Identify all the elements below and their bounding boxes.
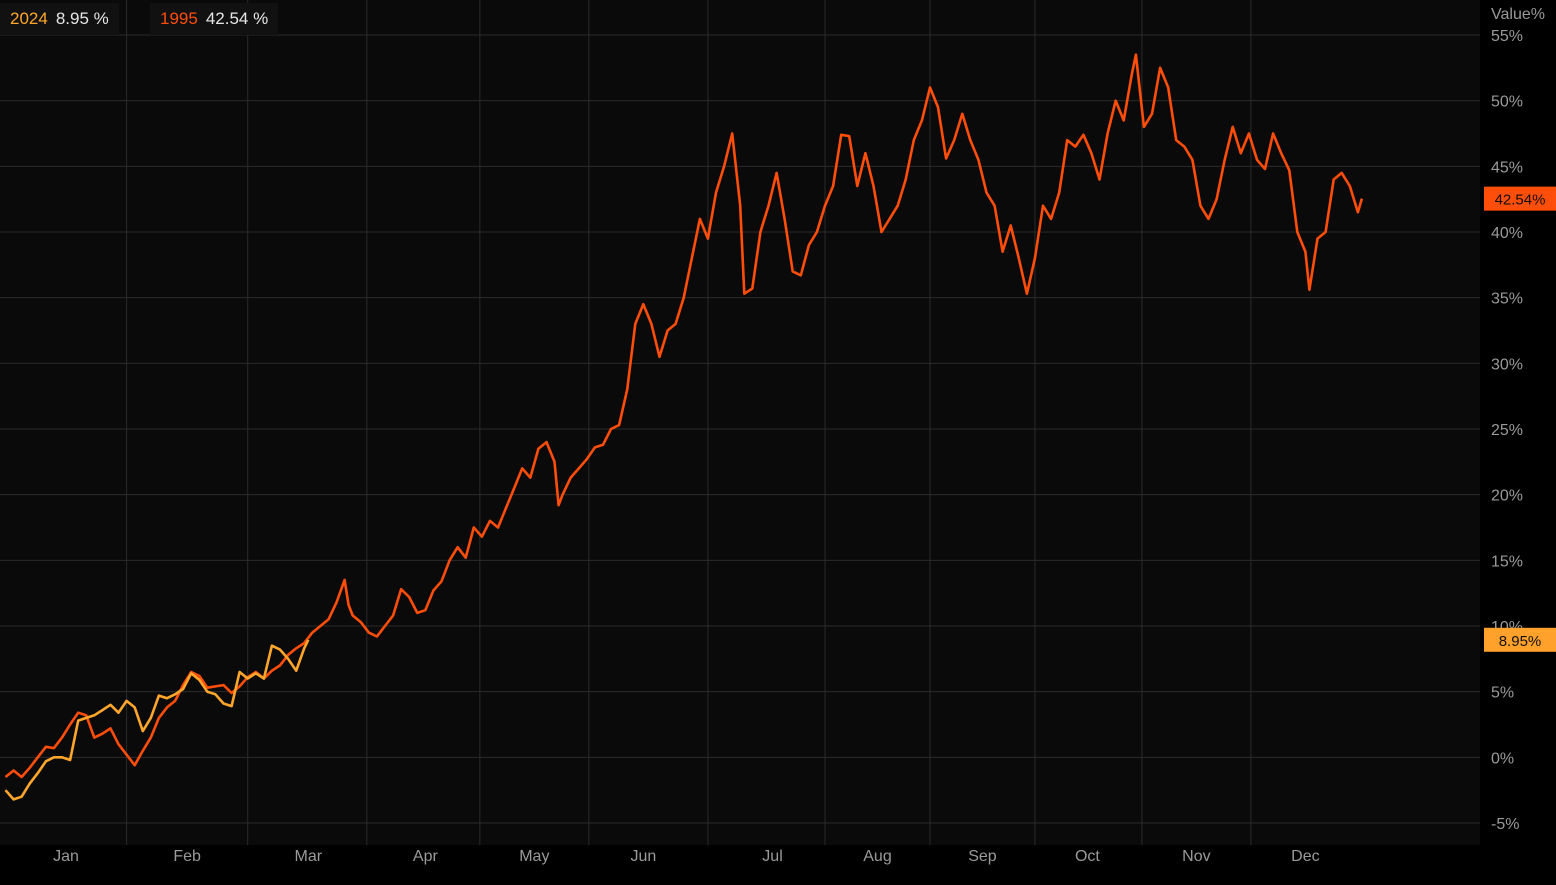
x-axis: Jan Feb Mar Apr May Jun Jul Aug Sep Oct Nov Dec xyxy=(0,845,1480,885)
x-tick-label: Oct xyxy=(1075,848,1100,865)
y-tick-label: 40% xyxy=(1491,225,1523,242)
y-tick-label: 15% xyxy=(1491,553,1523,570)
y-tick-label: 50% xyxy=(1491,94,1523,111)
y-tick-label: -5% xyxy=(1491,816,1519,833)
x-tick-label: Aug xyxy=(863,848,891,865)
legend-value-1995: 42.54 % xyxy=(205,9,269,28)
y-tick-label: 45% xyxy=(1491,159,1523,176)
legend-year-1995: 1995 xyxy=(160,9,198,28)
x-tick-label: Apr xyxy=(413,848,439,865)
y-tick-label: 55% xyxy=(1491,28,1523,45)
y-tick-label: 30% xyxy=(1491,356,1523,373)
x-tick-label: Jul xyxy=(762,848,782,865)
x-tick-label: Dec xyxy=(1291,848,1319,865)
grid-layer xyxy=(0,0,1480,854)
y-axis: -5%0%5%10%15%20%25%30%35%40%45%50%55% xyxy=(1491,28,1523,833)
x-tick-label: Nov xyxy=(1182,848,1210,865)
y-tick-label: 20% xyxy=(1491,488,1523,505)
last-value-badges: 42.54% 8.95% xyxy=(1484,186,1556,652)
y-tick-label: 5% xyxy=(1491,685,1514,702)
x-tick-label: Feb xyxy=(173,848,201,865)
x-tick-label: Jun xyxy=(630,848,656,865)
legend-item-2024[interactable]: 2024 8.95 % xyxy=(0,3,119,35)
legend-item-1995[interactable]: 1995 42.54 % xyxy=(150,3,279,35)
legend-year-2024: 2024 xyxy=(10,9,48,28)
x-tick-label: Jan xyxy=(53,848,79,865)
x-tick-label: Sep xyxy=(968,848,997,865)
y-tick-label: 0% xyxy=(1491,750,1514,767)
x-tick-label: May xyxy=(519,848,549,865)
series-layer xyxy=(4,53,1364,801)
last-value-badge-1995: 42.54% xyxy=(1495,192,1546,209)
series-line-2024 xyxy=(4,639,310,801)
x-axis-background xyxy=(0,845,1480,885)
last-value-badge-2024-bg xyxy=(1484,627,1556,652)
last-value-badge-1995-bg xyxy=(1484,186,1556,211)
x-tick-label: Mar xyxy=(294,848,322,865)
y-tick-label: 25% xyxy=(1491,422,1523,439)
plot-background xyxy=(0,0,1480,845)
y-tick-label: 35% xyxy=(1491,291,1523,308)
legend-value-2024: 8.95 % xyxy=(55,9,109,28)
y-axis-title: Value% xyxy=(1491,6,1545,23)
last-value-badge-2024: 8.95% xyxy=(1499,633,1542,650)
